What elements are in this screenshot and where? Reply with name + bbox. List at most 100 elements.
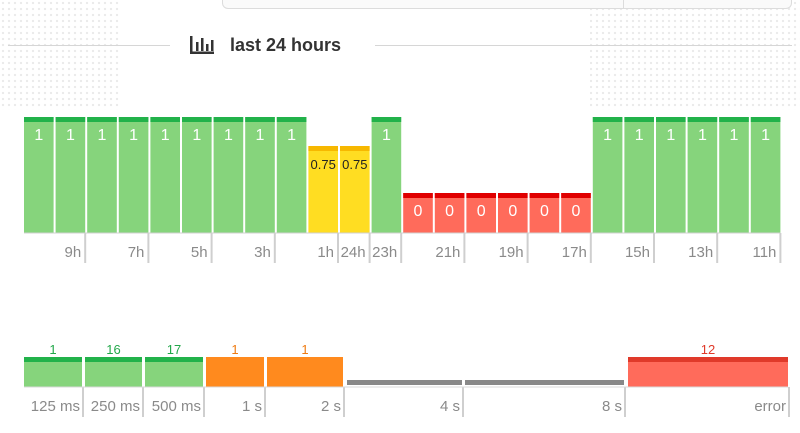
hour-bar bbox=[750, 117, 781, 233]
hour-bar-cap bbox=[466, 193, 496, 198]
hour-tick-label: 5h bbox=[191, 244, 208, 261]
hour-bar-cap bbox=[656, 117, 686, 122]
hour-bar-value: 1 bbox=[730, 127, 739, 144]
hour-bar-value: 0 bbox=[477, 203, 486, 220]
hour-bar bbox=[561, 193, 591, 233]
hour-bar-value: 1 bbox=[98, 127, 107, 144]
hour-bar-cap bbox=[719, 117, 749, 122]
latency-tick-label: 500 ms bbox=[152, 398, 201, 415]
hour-bar-cap bbox=[87, 117, 117, 122]
hour-bar bbox=[87, 117, 117, 233]
chart-title: last 24 hours bbox=[230, 34, 342, 55]
hour-tick-label: 24h bbox=[341, 244, 366, 261]
hour-bar bbox=[308, 146, 338, 233]
hour-bar bbox=[403, 193, 433, 233]
latency-bar-cap bbox=[145, 357, 203, 362]
hour-bar bbox=[182, 117, 212, 233]
latency-tick-label: 250 ms bbox=[91, 398, 140, 415]
hour-bar bbox=[24, 117, 54, 233]
latency-bar-empty bbox=[465, 380, 624, 385]
hour-bar bbox=[466, 193, 496, 233]
hour-bar-cap bbox=[687, 117, 718, 122]
header-rule-left bbox=[8, 45, 170, 46]
hour-bar-cap bbox=[592, 117, 623, 122]
hour-bar-cap bbox=[434, 193, 465, 198]
hour-bar bbox=[656, 117, 686, 233]
latency-tick-label: 125 ms bbox=[31, 398, 80, 415]
hour-bar bbox=[245, 117, 275, 233]
hour-bar-value: 1 bbox=[256, 127, 265, 144]
hour-tick-label: 13h bbox=[688, 244, 713, 261]
hour-bar-value: 1 bbox=[698, 127, 707, 144]
latency-bar-count: 16 bbox=[106, 342, 120, 357]
hour-bar-value: 0 bbox=[508, 203, 517, 220]
hour-bar bbox=[434, 193, 465, 233]
bar-chart-icon bbox=[190, 36, 214, 54]
latency-bar-cap bbox=[267, 357, 343, 362]
latency-bar-count: 12 bbox=[701, 342, 715, 357]
hour-bar-cap bbox=[308, 146, 338, 151]
hour-bar bbox=[687, 117, 718, 233]
hour-bar-value: 1 bbox=[129, 127, 138, 144]
hour-bar bbox=[529, 193, 560, 233]
period-header: last 24 hours bbox=[188, 33, 341, 57]
hour-bar-cap bbox=[24, 117, 54, 122]
hour-bar-cap bbox=[561, 193, 591, 198]
hour-bar bbox=[624, 117, 654, 233]
hour-tick-label: 15h bbox=[625, 244, 650, 261]
hour-tick-label: 11h bbox=[752, 244, 776, 261]
latency-tick-label: 8 s bbox=[602, 398, 622, 415]
hour-bar-value: 1 bbox=[224, 127, 233, 144]
hour-bar-value: 0 bbox=[540, 203, 549, 220]
hour-bar-cap bbox=[624, 117, 654, 122]
hour-tick-label: 3h bbox=[254, 244, 271, 261]
hour-bar-cap bbox=[182, 117, 212, 122]
hour-bar-value: 1 bbox=[666, 127, 675, 144]
header-rule-right bbox=[375, 45, 792, 46]
latency-bar-cap bbox=[628, 357, 788, 362]
hour-bar-cap bbox=[750, 117, 781, 122]
latency-tick-label: 4 s bbox=[440, 398, 460, 415]
hour-tick-label: 9h bbox=[65, 244, 82, 261]
latency-bar-count: 1 bbox=[301, 342, 308, 357]
hour-bar-cap bbox=[340, 146, 370, 151]
hour-bar-cap bbox=[245, 117, 275, 122]
latency-bar-cap bbox=[206, 357, 264, 362]
hour-bar-cap bbox=[213, 117, 244, 122]
hour-bar bbox=[150, 117, 180, 233]
hour-bar-value: 0 bbox=[445, 203, 454, 220]
hour-bar-cap bbox=[55, 117, 86, 122]
hour-bar-value: 1 bbox=[635, 127, 644, 144]
latency-bar-cap bbox=[85, 357, 142, 362]
latency-bar-empty bbox=[347, 380, 462, 385]
hour-bar-value: 1 bbox=[287, 127, 296, 144]
hour-bar bbox=[276, 117, 307, 233]
latency-bar-cap bbox=[24, 357, 82, 362]
hour-bar-cap bbox=[276, 117, 307, 122]
latency-tick-label: 1 s bbox=[242, 398, 262, 415]
hour-bar-cap bbox=[403, 193, 433, 198]
hour-bar bbox=[213, 117, 244, 233]
hour-bar bbox=[719, 117, 749, 233]
hour-bar-cap bbox=[118, 117, 149, 122]
latency-bar-count: 1 bbox=[231, 342, 238, 357]
hour-bar bbox=[371, 117, 402, 233]
hour-bar-value: 1 bbox=[382, 127, 391, 144]
hour-bar bbox=[118, 117, 149, 233]
hour-bar-value: 0 bbox=[414, 203, 423, 220]
latency-bar-count: 17 bbox=[167, 342, 181, 357]
hour-bar bbox=[498, 193, 528, 233]
hour-bar-value: 1 bbox=[192, 127, 201, 144]
hour-bar-value: 0.75 bbox=[311, 157, 336, 172]
hour-bar-value: 0.75 bbox=[342, 157, 367, 172]
hour-tick-label: 21h bbox=[435, 244, 460, 261]
hour-bar-value: 0 bbox=[572, 203, 581, 220]
latency-tick-label: error bbox=[754, 398, 786, 415]
latency-bar-count: 1 bbox=[49, 342, 56, 357]
hour-bar-value: 1 bbox=[603, 127, 612, 144]
hour-tick-label: 23h bbox=[372, 244, 397, 261]
hour-bar-cap bbox=[498, 193, 528, 198]
hour-bar bbox=[340, 146, 370, 233]
top-toolbar bbox=[222, 0, 792, 9]
